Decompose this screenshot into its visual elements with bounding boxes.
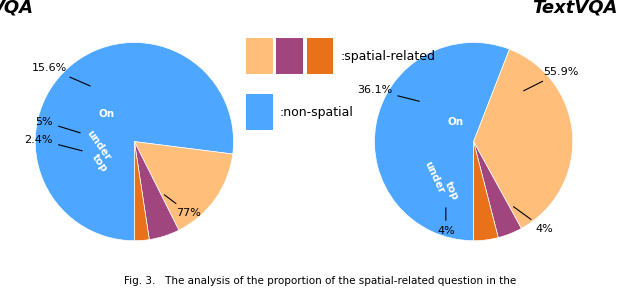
Text: On: On — [448, 117, 464, 127]
Wedge shape — [374, 42, 509, 241]
Text: 4%: 4% — [437, 208, 455, 236]
Text: under: under — [84, 129, 113, 163]
Text: 15.6%: 15.6% — [32, 63, 90, 86]
Text: :spatial-related: :spatial-related — [340, 50, 435, 63]
Wedge shape — [474, 142, 499, 241]
Text: Fig. 3.   The analysis of the proportion of the spatial-related question in the: Fig. 3. The analysis of the proportion o… — [124, 276, 516, 286]
Wedge shape — [134, 142, 149, 241]
Wedge shape — [35, 42, 234, 241]
Text: :non-spatial: :non-spatial — [279, 106, 353, 119]
Text: 77%: 77% — [164, 195, 201, 218]
Wedge shape — [474, 142, 522, 237]
Text: VQA: VQA — [0, 0, 34, 16]
Text: top: top — [90, 153, 109, 174]
Wedge shape — [474, 49, 573, 228]
Text: under: under — [422, 160, 446, 195]
Text: 36.1%: 36.1% — [357, 85, 419, 101]
Text: TextVQA: TextVQA — [532, 0, 618, 16]
Wedge shape — [134, 142, 179, 240]
Text: On: On — [99, 109, 115, 119]
Text: top: top — [443, 180, 461, 202]
Text: 5%: 5% — [35, 117, 80, 133]
Text: 55.9%: 55.9% — [524, 67, 579, 91]
Text: 4%: 4% — [513, 207, 553, 234]
Wedge shape — [134, 142, 233, 230]
Text: 2.4%: 2.4% — [24, 135, 82, 151]
